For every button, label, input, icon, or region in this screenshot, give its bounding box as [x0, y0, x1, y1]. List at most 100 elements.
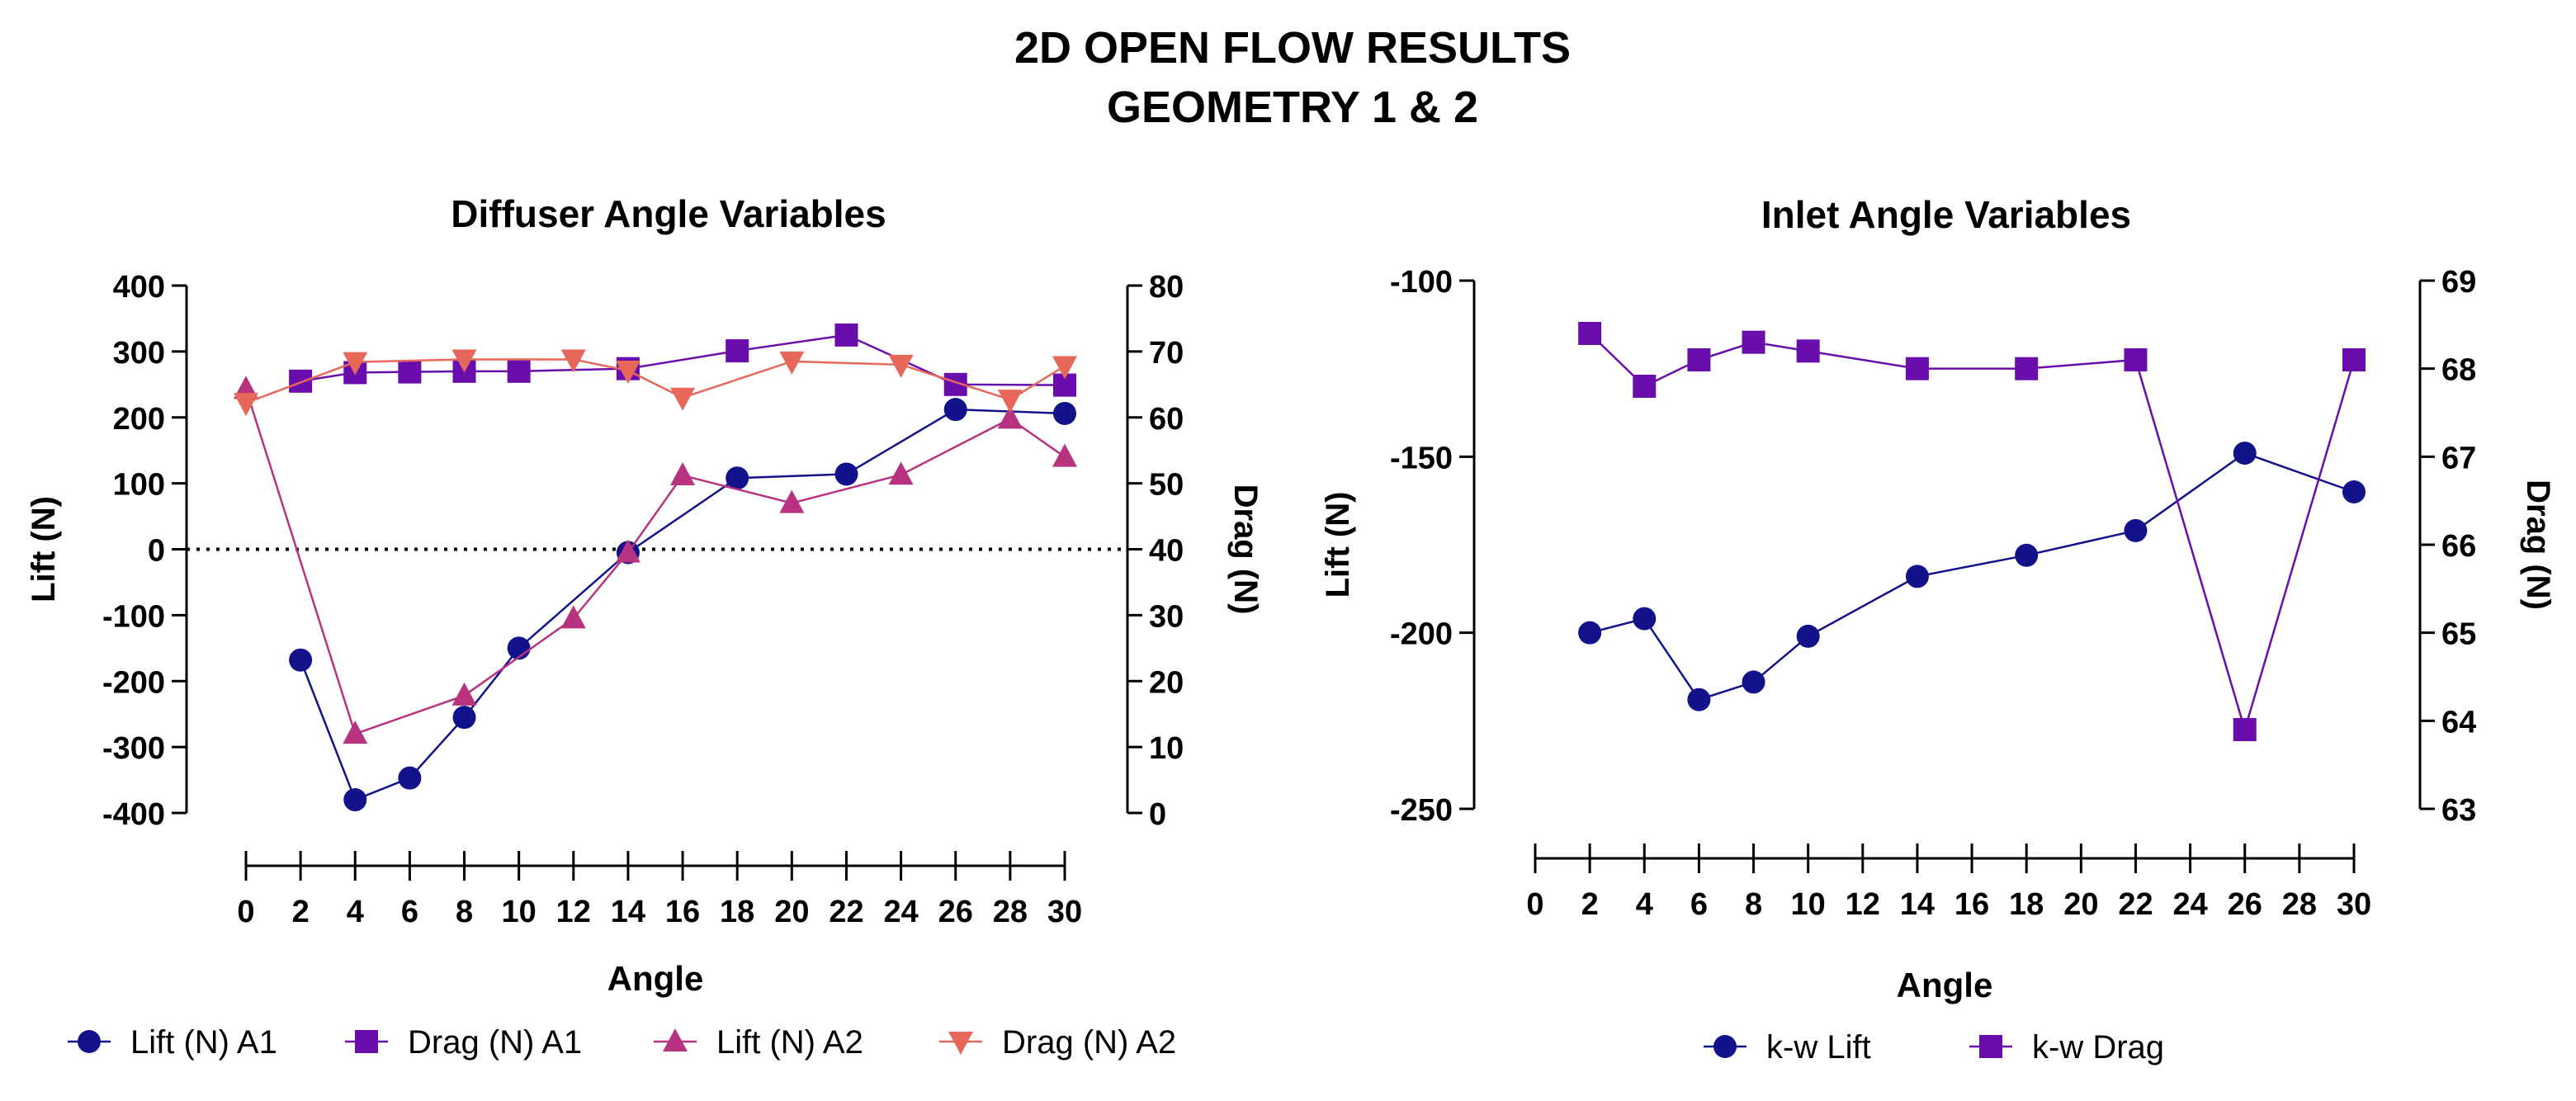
x-axis-tick-label: 24 [883, 895, 918, 929]
data-point-marker [2124, 518, 2148, 542]
x-axis-tick-label: 2 [1581, 887, 1599, 922]
right-axis-tick-label: 70 [1149, 336, 1184, 371]
data-point-marker [779, 351, 805, 375]
x-axis-tick-label: 28 [993, 895, 1028, 929]
data-point-marker [1578, 621, 1602, 645]
data-point-marker [2015, 357, 2039, 380]
x-axis-tick-label: 14 [1900, 887, 1935, 922]
right-axis-tick-label: 67 [2441, 441, 2476, 475]
series-line [244, 389, 1066, 735]
data-point-marker [343, 352, 368, 376]
diffuser-angle-chart: Diffuser Angle Variables -400 -300 -200 -100… [26, 192, 1264, 1061]
legend-label: Lift (N) A2 [716, 1024, 863, 1061]
x-axis-tick-label: 30 [1047, 895, 1082, 929]
series-lift-n-a1 [289, 398, 1076, 812]
right-axis-tick-label: 0 [1149, 797, 1166, 832]
x-axis-tick-label: 4 [347, 895, 364, 929]
x-axis-tick-label: 4 [1636, 887, 1653, 922]
x-axis-tick-label: 26 [2228, 887, 2262, 922]
data-point-marker [943, 398, 967, 422]
right-axis-tick-label: 64 [2441, 705, 2476, 740]
data-point-marker [615, 361, 640, 385]
legend-marker [78, 1030, 101, 1053]
right-axis-tick-label: 68 [2441, 353, 2476, 388]
chart-title: Diffuser Angle Variables [451, 192, 886, 235]
left-axis-tick-label: -400 [102, 797, 165, 832]
right-axis-tick-label: 80 [1149, 270, 1184, 305]
left-axis-label: Lift (N) [1320, 492, 1356, 598]
x-axis-tick-label: 2 [292, 895, 310, 929]
x-axis-tick-label: 20 [2063, 887, 2098, 922]
right-axis-tick-label: 65 [2441, 617, 2476, 652]
right-axis-tick-label: 30 [1149, 599, 1184, 634]
left-axis-tick-label: 100 [113, 468, 165, 503]
left-axis-tick-label: 200 [113, 402, 165, 437]
data-point-marker [888, 354, 914, 378]
x-axis-tick-label: 0 [1526, 887, 1543, 922]
data-point-marker [234, 393, 258, 417]
left-axis-tick-label: 300 [113, 336, 165, 371]
data-point-marker [451, 349, 477, 373]
series-line [1589, 451, 2355, 702]
data-point-marker [1633, 607, 1657, 631]
legend-label: k-w Lift [1766, 1029, 1871, 1066]
right-axis-tick-label: 66 [2441, 529, 2476, 564]
figure-title-line1: 2D OPEN FLOW RESULTS [1014, 23, 1571, 73]
x-axis-tick-label: 0 [237, 895, 254, 929]
data-point-marker [834, 462, 858, 486]
left-axis-tick-label: -100 [1390, 265, 1453, 300]
data-point-marker [1742, 670, 1765, 694]
x-axis-label: Angle [607, 959, 704, 998]
x-axis-tick-label: 26 [938, 895, 973, 929]
data-point-marker [888, 461, 914, 485]
data-point-marker [670, 387, 696, 411]
data-point-marker [398, 360, 422, 384]
x-axis-tick-label: 12 [1846, 887, 1880, 922]
data-point-marker [343, 721, 368, 744]
figure-title-line2: GEOMETRY 1 & 2 [1107, 83, 1478, 132]
left-axis-tick-label: 400 [113, 270, 165, 305]
left-axis-tick-label: -200 [1390, 617, 1453, 652]
x-axis-tick-label: 16 [665, 895, 700, 929]
x-axis-tick-label: 24 [2172, 887, 2207, 922]
legend-marker [948, 1032, 973, 1055]
x-axis-tick-label: 12 [556, 895, 591, 929]
data-point-marker [2233, 718, 2257, 741]
data-point-marker [1796, 624, 1820, 648]
data-point-marker [779, 489, 805, 513]
right-axis-tick-label: 63 [2441, 793, 2476, 828]
x-axis-tick-label: 10 [1791, 887, 1826, 922]
series-k-w-lift [1578, 442, 2366, 711]
x-axis-tick-label: 16 [1954, 887, 1989, 922]
data-point-marker [507, 359, 531, 383]
legend-label: Lift (N) A1 [130, 1024, 277, 1061]
data-point-marker [1796, 339, 1820, 363]
data-point-marker [726, 466, 749, 490]
data-point-marker [2015, 543, 2039, 567]
series-line [1589, 333, 2356, 734]
data-point-marker [1578, 322, 1602, 345]
data-point-marker [997, 405, 1023, 429]
x-axis-tick-label: 22 [829, 895, 863, 929]
right-axis-label: Drag (N) [2520, 480, 2556, 610]
data-point-marker [726, 339, 749, 363]
x-axis-tick-label: 6 [401, 895, 418, 929]
right-axis-tick-label: 40 [1149, 534, 1184, 569]
x-axis-tick-label: 20 [774, 895, 809, 929]
data-point-marker [2124, 348, 2148, 371]
left-axis-tick-label: -100 [102, 599, 165, 634]
data-point-marker [1687, 348, 1711, 371]
data-point-marker [2233, 442, 2257, 465]
data-point-marker [670, 462, 696, 486]
left-axis-tick-label: -300 [102, 731, 165, 766]
series-line [245, 358, 1066, 404]
right-axis-tick-label: 50 [1149, 468, 1184, 503]
x-axis-label: Angle [1897, 966, 1993, 1004]
series-lift-n-a2 [234, 376, 1077, 744]
data-point-marker [1687, 688, 1711, 711]
legend-label: k-w Drag [2032, 1029, 2164, 1066]
data-point-marker [343, 788, 367, 812]
data-point-marker [560, 605, 586, 629]
data-point-marker [1905, 565, 1929, 588]
